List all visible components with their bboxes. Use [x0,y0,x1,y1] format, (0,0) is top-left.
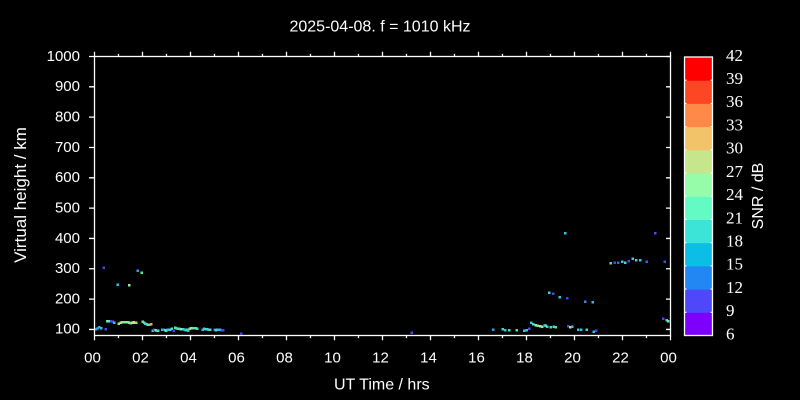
svg-text:12: 12 [372,350,389,367]
svg-text:300: 300 [55,260,80,277]
svg-text:39: 39 [726,69,743,88]
svg-text:600: 600 [55,169,80,186]
svg-text:30: 30 [726,139,743,158]
svg-text:9: 9 [726,301,735,320]
svg-text:400: 400 [55,230,80,247]
svg-text:900: 900 [55,78,80,95]
svg-text:06: 06 [228,350,245,367]
svg-text:200: 200 [55,290,80,307]
svg-text:02: 02 [132,350,149,367]
svg-text:12: 12 [726,278,743,297]
svg-text:1000: 1000 [47,48,80,65]
svg-text:18: 18 [516,350,533,367]
svg-text:33: 33 [726,115,743,134]
svg-text:08: 08 [276,350,293,367]
svg-text:UT Time / hrs: UT Time / hrs [334,377,430,394]
svg-text:500: 500 [55,199,80,216]
svg-text:21: 21 [726,208,743,227]
svg-text:36: 36 [726,92,743,111]
svg-text:22: 22 [612,350,629,367]
svg-text:SNR / dB: SNR / dB [750,163,767,230]
svg-text:42: 42 [726,46,743,65]
svg-text:20: 20 [564,350,581,367]
svg-text:700: 700 [55,139,80,156]
svg-text:Virtual height / km: Virtual height / km [11,127,30,263]
svg-text:00: 00 [84,350,101,367]
svg-text:100: 100 [55,321,80,338]
svg-text:27: 27 [726,162,744,181]
svg-text:18: 18 [726,231,743,250]
svg-text:04: 04 [180,350,197,367]
svg-text:10: 10 [324,350,341,367]
svg-text:16: 16 [468,350,485,367]
svg-text:15: 15 [726,255,743,274]
svg-text:00: 00 [660,350,677,367]
svg-text:800: 800 [55,108,80,125]
svg-text:14: 14 [420,350,437,367]
svg-text:6: 6 [726,324,735,343]
svg-text:24: 24 [726,185,744,204]
svg-text:2025-04-08. f = 1010 kHz: 2025-04-08. f = 1010 kHz [289,19,470,36]
